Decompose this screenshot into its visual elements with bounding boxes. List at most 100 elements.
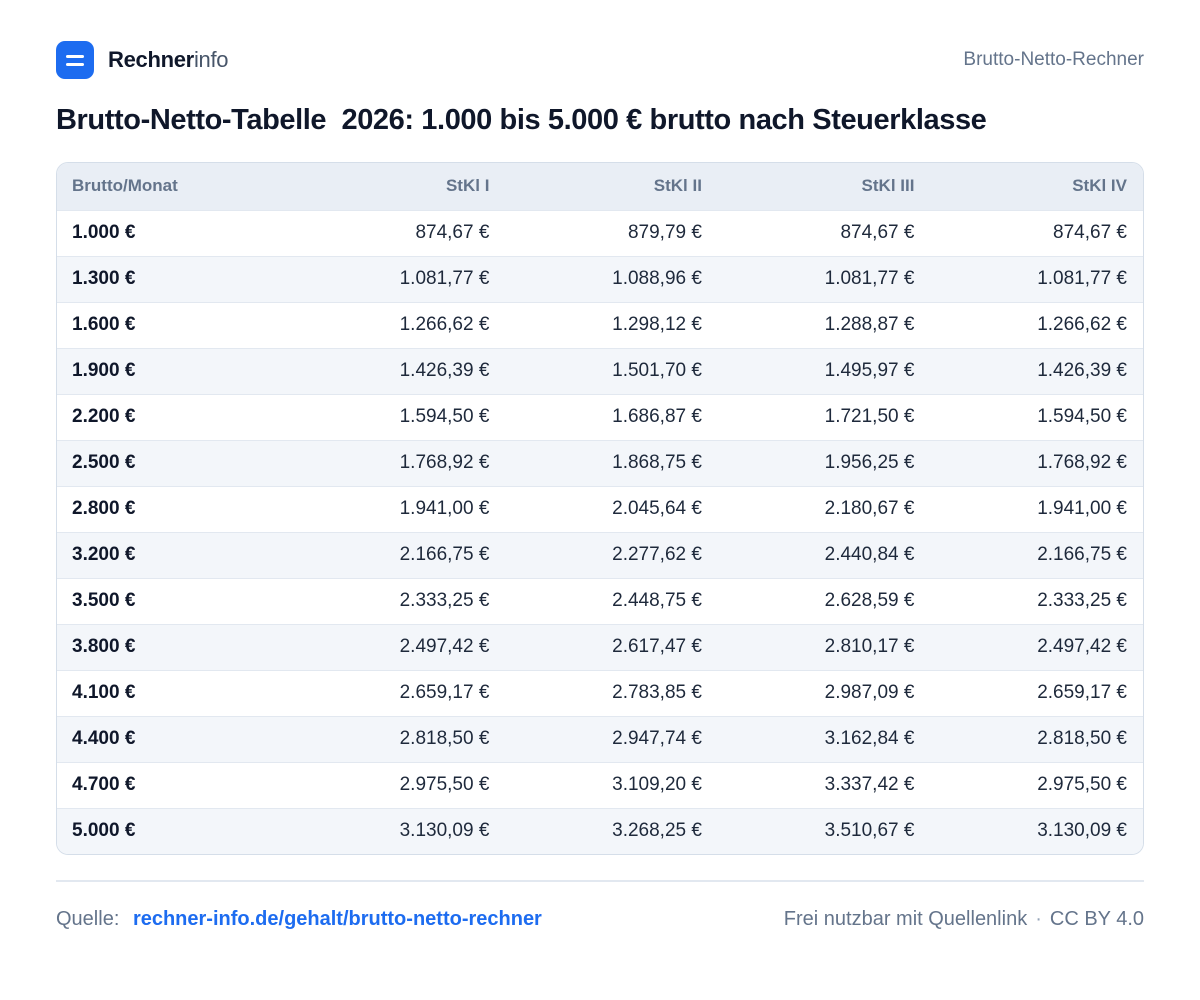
- net-salary-cell: 1.495,97 €: [824, 360, 915, 381]
- table-header-row: Brutto/Monat StKl I StKl II StKl III StKl IV: [57, 163, 1143, 210]
- net-salary-cell: 2.947,74 €: [612, 728, 702, 749]
- net-salary-cell: 2.628,59 €: [824, 590, 915, 611]
- net-salary-cell: 2.617,47 €: [612, 636, 702, 657]
- net-salary-cell: 1.501,70 €: [612, 360, 702, 381]
- brand-name-bold: Rechner: [108, 47, 194, 72]
- net-salary-cell: 1.266,62 €: [1037, 314, 1127, 335]
- net-salary-cell: 1.088,96 €: [612, 268, 702, 289]
- net-salary-cell: 1.941,00 €: [1037, 498, 1127, 519]
- table-row: 1.300 € 1.081,77 € 1.088,96 € 1.081,77 € 1.0…: [57, 256, 1143, 302]
- column-header: StKl IV: [1072, 176, 1127, 196]
- net-salary-cell: 2.497,42 €: [399, 636, 490, 657]
- net-salary-cell: 2.975,50 €: [1037, 774, 1127, 795]
- net-salary-cell: 1.594,50 €: [1037, 406, 1127, 427]
- net-salary-cell: 2.166,75 €: [1037, 544, 1127, 565]
- net-salary-cell: 1.298,12 €: [612, 314, 702, 335]
- net-salary-cell: 874,67 €: [1053, 222, 1127, 243]
- table-row: 3.200 € 2.166,75 € 2.277,62 € 2.440,84 € 2.1…: [57, 532, 1143, 578]
- net-salary-cell: 1.868,75 €: [612, 452, 702, 473]
- net-salary-cell: 2.810,17 €: [824, 636, 915, 657]
- net-salary-cell: 1.686,87 €: [612, 406, 702, 427]
- net-salary-cell: 1.081,77 €: [399, 268, 490, 289]
- net-salary-cell: 1.956,25 €: [824, 452, 915, 473]
- table-row: 2.500 € 1.768,92 € 1.868,75 € 1.956,25 € 1.7…: [57, 440, 1143, 486]
- net-salary-cell: 2.166,75 €: [399, 544, 490, 565]
- net-salary-cell: 3.162,84 €: [824, 728, 915, 749]
- gross-salary-cell: 2.200 €: [72, 406, 136, 427]
- net-salary-cell: 3.510,67 €: [824, 820, 915, 842]
- net-salary-cell: 1.426,39 €: [399, 360, 490, 381]
- page-title: Brutto-Netto-Tabelle 2026: 1.000 bis 5.0…: [56, 104, 987, 136]
- source-label: Quelle:: [56, 907, 120, 930]
- source-link[interactable]: rechner-info.de/gehalt/brutto-netto-rech…: [132, 907, 542, 930]
- net-salary-cell: 2.440,84 €: [824, 544, 915, 565]
- net-salary-cell: 1.768,92 €: [399, 452, 490, 473]
- net-salary-cell: 1.288,87 €: [824, 314, 915, 335]
- net-salary-cell: 2.783,85 €: [612, 682, 702, 703]
- table-row: 3.800 € 2.497,42 € 2.617,47 € 2.810,17 € 2.4…: [57, 624, 1143, 670]
- table-row: 3.500 € 2.333,25 € 2.448,75 € 2.628,59 € 2.3…: [57, 578, 1143, 624]
- net-salary-cell: 3.268,25 €: [612, 820, 702, 842]
- table-row: 5.000 € 3.130,09 € 3.268,25 € 3.510,67 € 3.1…: [57, 808, 1143, 854]
- source: Quelle: rechner-info.de/gehalt/brutto-ne…: [56, 908, 542, 931]
- brand-name: Rechnerinfo: [108, 47, 229, 73]
- net-salary-cell: 2.659,17 €: [399, 682, 490, 703]
- net-salary-cell: 1.594,50 €: [399, 406, 490, 427]
- net-salary-cell: 2.045,64 €: [612, 498, 702, 519]
- net-salary-cell: 3.109,20 €: [612, 774, 702, 795]
- net-salary-cell: 3.337,42 €: [824, 774, 915, 795]
- gross-salary-cell: 1.300 €: [72, 268, 136, 289]
- brand[interactable]: Rechnerinfo: [56, 41, 229, 79]
- table-row: 2.800 € 1.941,00 € 2.045,64 € 2.180,67 € 1.9…: [57, 486, 1143, 532]
- net-salary-cell: 2.975,50 €: [399, 774, 490, 795]
- net-salary-cell: 874,67 €: [840, 222, 915, 243]
- header-calculator-link[interactable]: Brutto-Netto-Rechner: [963, 49, 1144, 70]
- column-header: StKl III: [861, 176, 915, 196]
- column-header: StKl II: [653, 176, 702, 196]
- license-name: CC BY 4.0: [1049, 907, 1144, 930]
- gross-salary-cell: 4.400 €: [72, 728, 136, 749]
- gross-salary-cell: 1.600 €: [72, 314, 136, 335]
- net-salary-cell: 3.130,09 €: [399, 820, 490, 842]
- table-row: 2.200 € 1.594,50 € 1.686,87 € 1.721,50 € 1.5…: [57, 394, 1143, 440]
- footer: Quelle: rechner-info.de/gehalt/brutto-ne…: [56, 904, 1144, 934]
- gross-salary-cell: 5.000 €: [72, 820, 136, 842]
- net-salary-cell: 2.333,25 €: [399, 590, 490, 611]
- table-row: 4.100 € 2.659,17 € 2.783,85 € 2.987,09 € 2.6…: [57, 670, 1143, 716]
- net-salary-cell: 3.130,09 €: [1037, 820, 1127, 842]
- header: Rechnerinfo Brutto-Netto-Rechner: [56, 40, 1144, 80]
- net-salary-cell: 2.818,50 €: [399, 728, 490, 749]
- net-salary-cell: 1.721,50 €: [824, 406, 915, 427]
- net-salary-cell: 2.333,25 €: [1037, 590, 1127, 611]
- table-row: 1.000 € 874,67 € 879,79 € 874,67 € 874,67 €: [57, 210, 1143, 256]
- rechnerinfo-logo-icon: [56, 41, 94, 79]
- gross-salary-cell: 1.000 €: [72, 222, 136, 243]
- gross-salary-cell: 4.700 €: [72, 774, 136, 795]
- net-salary-cell: 2.277,62 €: [612, 544, 702, 565]
- net-salary-cell: 2.497,42 €: [1037, 636, 1127, 657]
- net-salary-cell: 874,67 €: [415, 222, 490, 243]
- net-salary-cell: 1.266,62 €: [399, 314, 490, 335]
- license-info: Frei nutzbar mit Quellenlink · CC BY 4.0: [784, 908, 1144, 931]
- gross-salary-cell: 2.800 €: [72, 498, 136, 519]
- net-salary-cell: 1.426,39 €: [1037, 360, 1127, 381]
- net-salary-cell: 2.448,75 €: [612, 590, 702, 611]
- net-salary-cell: 1.081,77 €: [1037, 268, 1127, 289]
- table-row: 4.700 € 2.975,50 € 3.109,20 € 3.337,42 € 2.9…: [57, 762, 1143, 808]
- table-row: 1.600 € 1.266,62 € 1.298,12 € 1.288,87 € 1.2…: [57, 302, 1143, 348]
- gross-salary-cell: 1.900 €: [72, 360, 136, 381]
- net-salary-table: Brutto/Monat StKl I StKl II StKl III StKl IV…: [56, 162, 1144, 855]
- license-separator: ·: [1035, 907, 1042, 930]
- net-salary-cell: 1.941,00 €: [399, 498, 490, 519]
- table-row: 4.400 € 2.818,50 € 2.947,74 € 3.162,84 € 2.8…: [57, 716, 1143, 762]
- net-salary-cell: 2.818,50 €: [1037, 728, 1127, 749]
- net-salary-cell: 1.081,77 €: [824, 268, 915, 289]
- gross-salary-cell: 3.500 €: [72, 590, 136, 611]
- table-row: 1.900 € 1.426,39 € 1.501,70 € 1.495,97 € 1.4…: [57, 348, 1143, 394]
- footer-divider: [56, 880, 1144, 882]
- net-salary-cell: 1.768,92 €: [1037, 452, 1127, 473]
- column-header: StKl I: [445, 176, 490, 196]
- gross-salary-cell: 4.100 €: [72, 682, 136, 703]
- gross-salary-cell: 3.800 €: [72, 636, 136, 657]
